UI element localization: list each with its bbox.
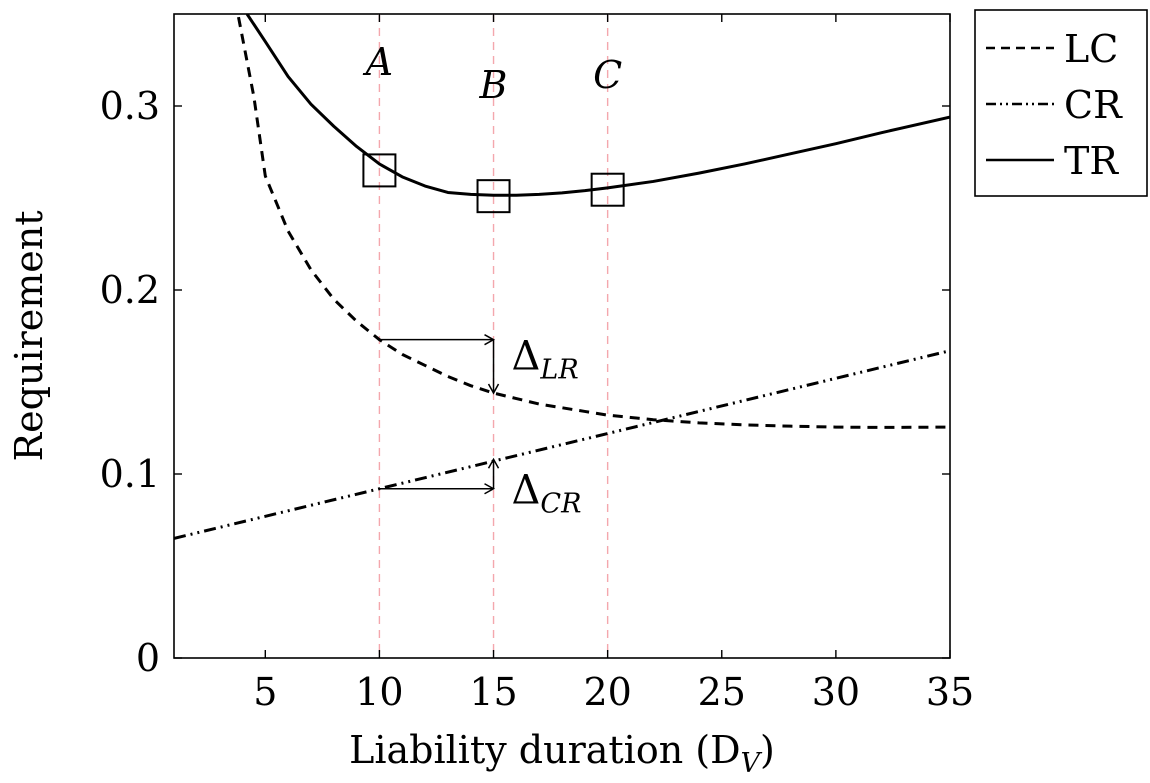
annotations-group: ΔLR ΔCR [379, 334, 581, 520]
x-tick-label-30: 30 [812, 670, 860, 714]
series-group [174, 14, 950, 540]
series-line-cr [174, 349, 950, 540]
y-axis-label: Requirement [7, 211, 51, 462]
point-label-a: A [363, 40, 393, 84]
marker-c [590, 172, 625, 207]
reference-lines [378, 14, 609, 658]
x-tick-label-20: 20 [583, 670, 631, 714]
series-line-lc [236, 14, 950, 429]
x-tick-label-10: 10 [355, 670, 403, 714]
x-tick-label-5: 5 [253, 670, 277, 714]
markers-group: A B C [362, 40, 625, 214]
point-label-b: B [479, 63, 508, 107]
legend-box [974, 9, 1148, 197]
legend-label-tr: TR [1064, 139, 1119, 183]
y-tick-label-3: 0.3 [100, 84, 160, 128]
y-tick-label-2: 0.2 [100, 268, 160, 312]
annotation-arrowhead-v-1 [487, 457, 500, 469]
legend-label-lc: LC [1064, 27, 1118, 71]
y-axis-ticks: 0 0.1 0.2 0.3 [100, 84, 950, 680]
x-axis-label: Liability duration (DV) [349, 728, 775, 779]
annotation-arrowhead-v-0 [487, 383, 500, 395]
legend-label-cr: CR [1064, 83, 1123, 127]
point-label-c: C [593, 53, 622, 97]
plot-frame [173, 13, 951, 659]
annotation-label-lr: ΔLR [512, 334, 579, 386]
marker-b [476, 179, 511, 214]
x-tick-label-25: 25 [698, 670, 746, 714]
x-axis-ticks: 5 10 15 20 25 30 35 [253, 14, 974, 714]
y-tick-label-1: 0.1 [100, 452, 160, 496]
x-tick-label-35: 35 [926, 670, 974, 714]
y-tick-label-0: 0 [136, 636, 160, 680]
marker-a [362, 153, 397, 188]
series-line-tr [245, 14, 950, 197]
legend: LC CR TR [974, 9, 1148, 197]
annotation-label-cr: ΔCR [512, 468, 582, 520]
x-tick-label-15: 15 [469, 670, 517, 714]
